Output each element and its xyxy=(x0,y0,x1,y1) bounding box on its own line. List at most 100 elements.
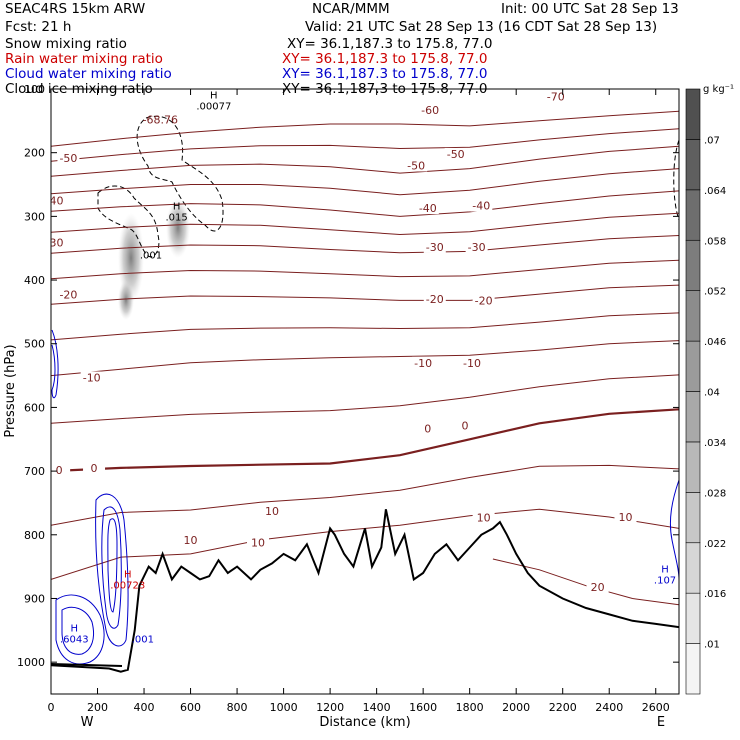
x-tick-label: 1800 xyxy=(456,701,484,714)
isotherm-label: -30 xyxy=(426,241,444,254)
y-axis-title: Pressure (hPa) xyxy=(3,344,18,437)
isotherm-label-bg xyxy=(465,240,488,253)
plot-frame xyxy=(50,88,680,695)
cloud-water-contours xyxy=(51,329,679,665)
isotherm-label-bg xyxy=(423,240,446,253)
ice-max-h-label: H xyxy=(173,201,181,212)
colorbar-level-label: .058 xyxy=(704,236,726,247)
x-tick-label: 2000 xyxy=(502,701,530,714)
isotherm-label-bg xyxy=(80,371,103,384)
isotherm-label: -50 xyxy=(59,152,77,165)
x-tick-label: 200 xyxy=(87,701,108,714)
y-tick-label: 400 xyxy=(24,274,45,287)
axis-tick-labels: 0 200 400 600 800 1000 1200 1400 1600 1800 2000 220… xyxy=(17,83,670,714)
isotherm--30 xyxy=(51,235,679,254)
forecast-hour: Fcst: 21 h xyxy=(5,19,72,35)
x-tick-label: 400 xyxy=(134,701,155,714)
isotherm-label: 0 xyxy=(56,464,63,477)
temperature-labels: -70 -60 -50 -50 -50 -40 -40 -40 -30 -30 -30 -20 -20 -… xyxy=(46,90,637,594)
colorbar-level-label: .034 xyxy=(704,438,726,449)
snow-max-h-label: H xyxy=(210,90,218,101)
x-tick-label: 1600 xyxy=(409,701,437,714)
isotherm-label-bg xyxy=(51,236,66,249)
isotherm-label: 10 xyxy=(184,534,198,547)
isotherm-label-bg xyxy=(454,419,477,432)
isotherm-10 xyxy=(51,508,679,580)
isotherm-label: -70 xyxy=(547,91,565,104)
y-tick-label: 100 xyxy=(24,83,45,96)
isotherm-label-bg xyxy=(83,461,106,474)
ice-contour-dashed xyxy=(97,185,160,258)
x-tick-label: 800 xyxy=(227,701,248,714)
isotherm--60 xyxy=(51,110,679,147)
isotherm-label-bg xyxy=(57,151,80,164)
ice-shading-secondary xyxy=(166,198,190,258)
organization-label: NCAR/MMM xyxy=(312,1,390,17)
isotherm-label: -10 xyxy=(83,371,101,384)
isotherm-label-bg xyxy=(419,104,442,117)
y-tick-label: 200 xyxy=(24,147,45,160)
y-tick-label: 900 xyxy=(24,592,45,605)
field-name-snow: Snow mixing ratio xyxy=(5,36,127,52)
colorbar-level-label: .022 xyxy=(704,539,726,550)
isotherm-intermediate xyxy=(51,128,679,162)
x-end-label-east: E xyxy=(657,715,665,730)
isotherm-label: -40 xyxy=(419,202,437,215)
isotherm--50 xyxy=(51,145,679,177)
isotherm-intermediate xyxy=(51,464,679,526)
x-tick-label: 0 xyxy=(48,701,55,714)
colorbar-swatch xyxy=(685,239,701,291)
isotherm-label: -20 xyxy=(426,293,444,306)
colorbar-swatch xyxy=(685,643,701,695)
ice-shading-tail xyxy=(118,280,134,320)
isotherm-intermediate xyxy=(51,168,679,196)
colorbar-unit: g kg⁻¹ xyxy=(703,84,734,95)
isotherm-label: -30 xyxy=(46,236,64,249)
x-tick-label: 600 xyxy=(180,701,201,714)
isotherm-label: 0 xyxy=(424,422,431,435)
valid-time: Valid: 21 UTC Sat 28 Sep 13 (16 CDT Sat … xyxy=(305,19,658,35)
isotherm-label-bg xyxy=(586,581,609,594)
colorbar-level-label: .046 xyxy=(704,337,726,348)
field-xy-cloud: XY= 36.1,187.3 to 175.8, 77.0 xyxy=(282,66,488,82)
east-edge-max-h-label: H xyxy=(661,564,669,575)
init-time: Init: 00 UTC Sat 28 Sep 13 xyxy=(501,1,679,17)
isotherm-label: 10 xyxy=(265,505,279,518)
isotherm-label-bg xyxy=(405,159,428,172)
colorbar-swatch xyxy=(685,391,701,443)
ice-contour-right-edge xyxy=(673,139,679,221)
isotherm-label-bg xyxy=(51,194,66,207)
y-tick-label: 700 xyxy=(24,465,45,478)
x-tick-label: 2200 xyxy=(549,701,577,714)
isotherm-label-bg xyxy=(416,422,439,435)
isotherm-label-bg xyxy=(472,511,495,524)
isotherm-20 xyxy=(492,558,679,606)
ice-min-label: .001 xyxy=(140,251,162,262)
colorbar-swatch xyxy=(685,88,701,140)
colorbar-level-label: .052 xyxy=(704,287,726,298)
snow-contour-dashed xyxy=(136,115,224,232)
cloud-min-label: .001 xyxy=(132,635,154,646)
x-axis-title: Distance (km) xyxy=(319,715,410,730)
isotherm-label-bg xyxy=(472,294,495,307)
y-tick-label: 500 xyxy=(24,338,45,351)
isotherm-label-bg xyxy=(260,505,283,518)
colorbar-swatch xyxy=(685,340,701,392)
isotherm-label: -50 xyxy=(407,159,425,172)
surface-base-line xyxy=(51,663,123,667)
y-tick-label: 300 xyxy=(24,210,45,223)
isotherm-label: 10 xyxy=(619,511,633,524)
isotherm-intermediate xyxy=(51,312,679,341)
isotherm-label: -10 xyxy=(463,357,481,370)
field-xy-snow: XY= 36.1,187.3 to 175.8, 77.0 xyxy=(287,36,493,52)
model-title: SEAC4RS 15km ARW xyxy=(5,1,146,17)
isotherm-label: -20 xyxy=(59,289,77,302)
isotherm-label-bg xyxy=(544,90,567,103)
isotherm-label-bg xyxy=(179,533,202,546)
isotherm-label: -50 xyxy=(447,148,465,161)
cloud-max-value-label: .6043 xyxy=(60,635,89,646)
snow-max-value-label: .00077 xyxy=(196,101,231,112)
cloud-max-h-label: H xyxy=(70,624,78,635)
isotherm-label-bg xyxy=(444,147,467,160)
